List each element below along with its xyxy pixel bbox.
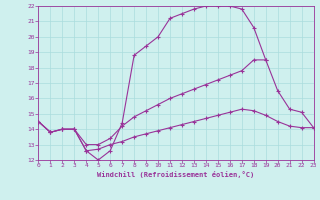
X-axis label: Windchill (Refroidissement éolien,°C): Windchill (Refroidissement éolien,°C) [97, 171, 255, 178]
